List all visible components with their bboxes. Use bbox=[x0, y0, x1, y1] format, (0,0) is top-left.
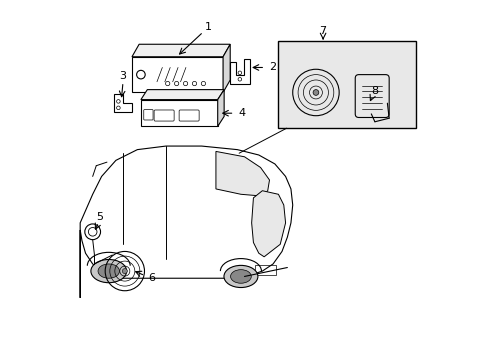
Ellipse shape bbox=[224, 265, 257, 288]
Polygon shape bbox=[251, 191, 285, 257]
Text: 5: 5 bbox=[96, 212, 103, 222]
Polygon shape bbox=[132, 44, 230, 57]
Text: 2: 2 bbox=[268, 63, 275, 72]
Text: 1: 1 bbox=[205, 22, 212, 32]
Text: 8: 8 bbox=[371, 86, 378, 96]
Polygon shape bbox=[223, 44, 230, 93]
Text: 7: 7 bbox=[319, 26, 326, 36]
Ellipse shape bbox=[230, 270, 251, 283]
Circle shape bbox=[312, 90, 318, 95]
Ellipse shape bbox=[98, 264, 119, 278]
Polygon shape bbox=[141, 90, 224, 100]
Circle shape bbox=[122, 269, 127, 274]
Polygon shape bbox=[216, 152, 269, 196]
Text: 4: 4 bbox=[238, 108, 244, 118]
Text: 6: 6 bbox=[148, 273, 155, 283]
Polygon shape bbox=[217, 90, 224, 126]
FancyBboxPatch shape bbox=[278, 41, 415, 128]
Ellipse shape bbox=[91, 260, 126, 283]
Text: 3: 3 bbox=[119, 71, 126, 81]
